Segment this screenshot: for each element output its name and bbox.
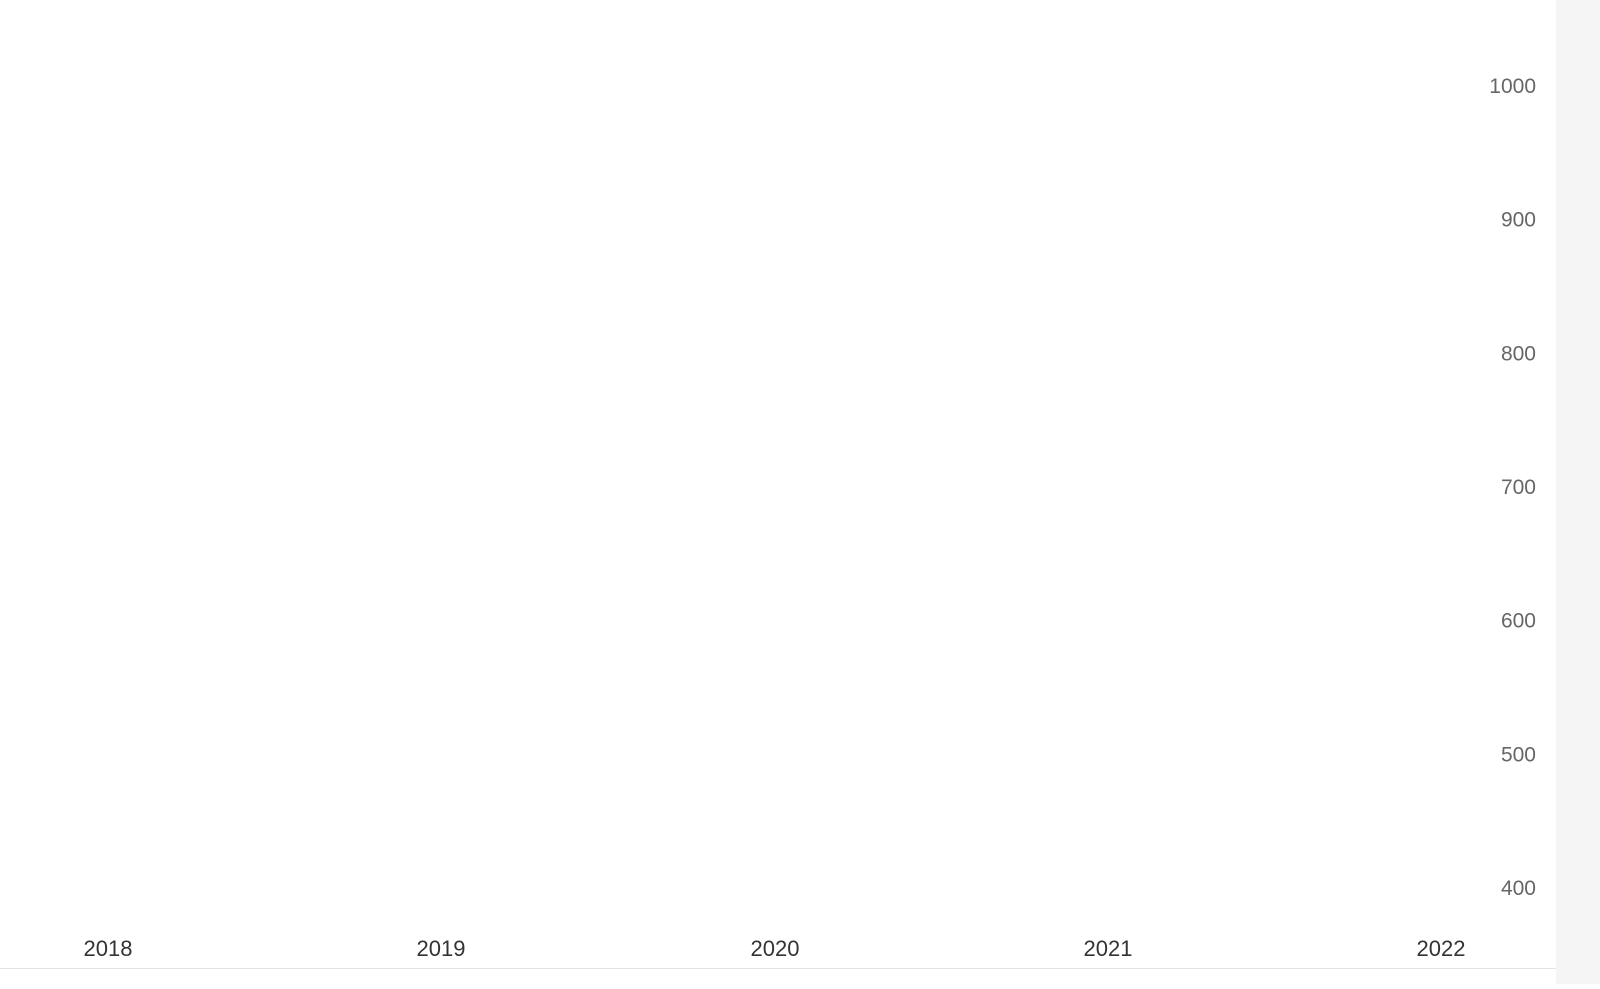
x-tick-label: 2022 xyxy=(1417,936,1466,961)
y-tick-label: 500 xyxy=(1501,743,1536,766)
y-tick-label: 600 xyxy=(1501,610,1536,633)
y-tick-label: 1000 xyxy=(1489,75,1536,98)
scrollbar-track[interactable] xyxy=(1556,0,1600,984)
y-tick-label: 400 xyxy=(1501,877,1536,900)
x-tick-label: 2021 xyxy=(1084,936,1133,961)
x-tick-label: 2018 xyxy=(84,936,133,961)
y-tick-label: 700 xyxy=(1501,476,1536,499)
x-tick-label: 2019 xyxy=(417,936,466,961)
x-axis-ticks: 2018 2019 2020 2021 2022 xyxy=(84,936,1466,961)
x-tick-label: 2020 xyxy=(751,936,800,961)
y-tick-label: 800 xyxy=(1501,342,1536,365)
chart-bottom-divider xyxy=(0,968,1556,969)
y-tick-label: 900 xyxy=(1501,209,1536,232)
y-axis-ticks: 400 500 600 700 800 900 1000 xyxy=(1489,75,1536,900)
